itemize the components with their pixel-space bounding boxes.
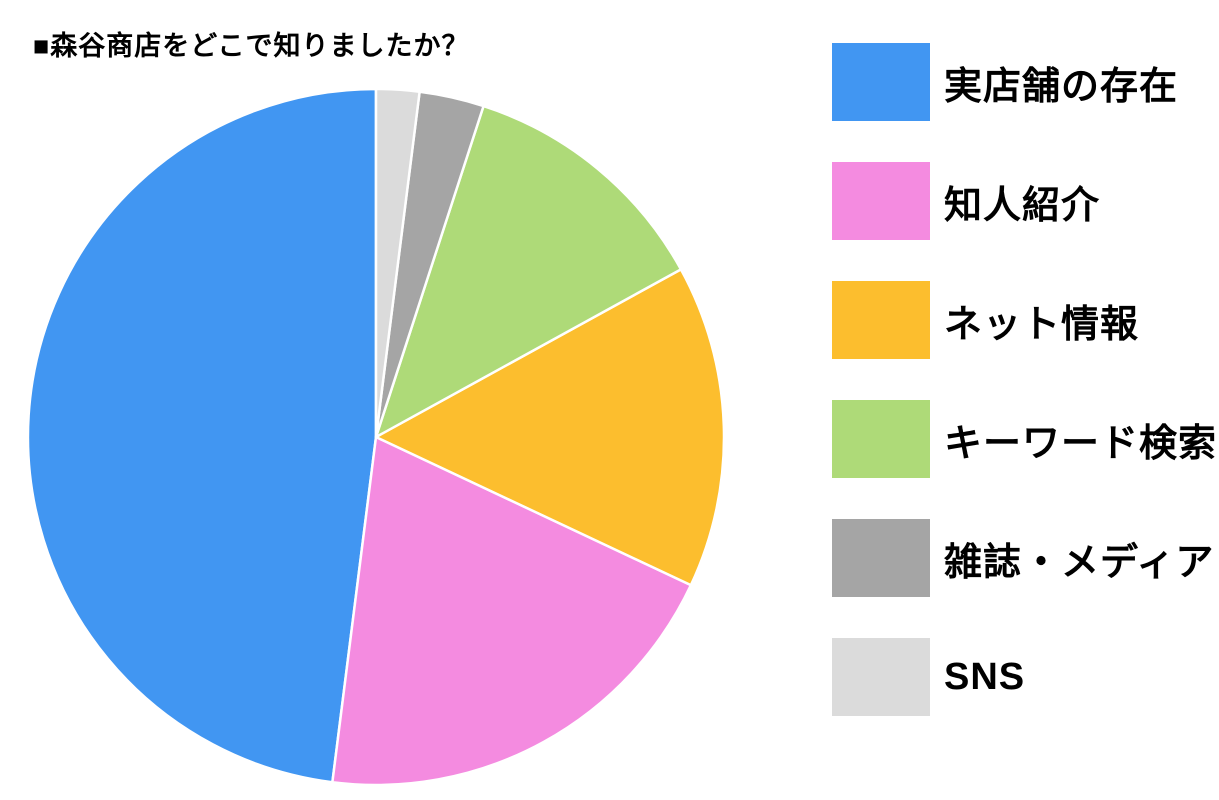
legend-swatch: [832, 638, 930, 716]
legend-item: 知人紹介: [832, 162, 1217, 240]
legend-swatch: [832, 162, 930, 240]
legend-swatch: [832, 43, 930, 121]
legend-label: ネット情報: [944, 303, 1140, 346]
legend-label: キーワード検索: [944, 422, 1218, 465]
pie-slice: [331, 435, 693, 787]
legend-label: 雑誌・メディア: [944, 541, 1215, 584]
pie-slice: [374, 104, 683, 439]
legend-swatch: [832, 519, 930, 597]
legend-swatch: [832, 281, 930, 359]
legend-item: ネット情報: [832, 281, 1217, 359]
legend-item: キーワード検索: [832, 400, 1217, 478]
pie-chart: [26, 87, 726, 787]
legend-swatch: [832, 400, 930, 478]
legend-item: 実店舗の存在: [832, 43, 1217, 121]
pie-slice: [374, 268, 726, 587]
pie-slice: [374, 87, 421, 439]
legend-item: SNS: [832, 638, 1217, 716]
legend-label: SNS: [944, 655, 1026, 698]
pie-slice: [26, 87, 378, 784]
legend-item: 雑誌・メディア: [832, 519, 1217, 597]
legend-label: 知人紹介: [944, 184, 1101, 227]
chart-title: ■森谷商店をどこで知りましたか？: [33, 31, 470, 61]
pie-chart-area: [18, 79, 734, 795]
legend: 実店舗の存在 知人紹介 ネット情報 キーワード検索 雑誌・メディア SNS: [832, 43, 1217, 716]
legend-label: 実店舗の存在: [944, 65, 1179, 108]
